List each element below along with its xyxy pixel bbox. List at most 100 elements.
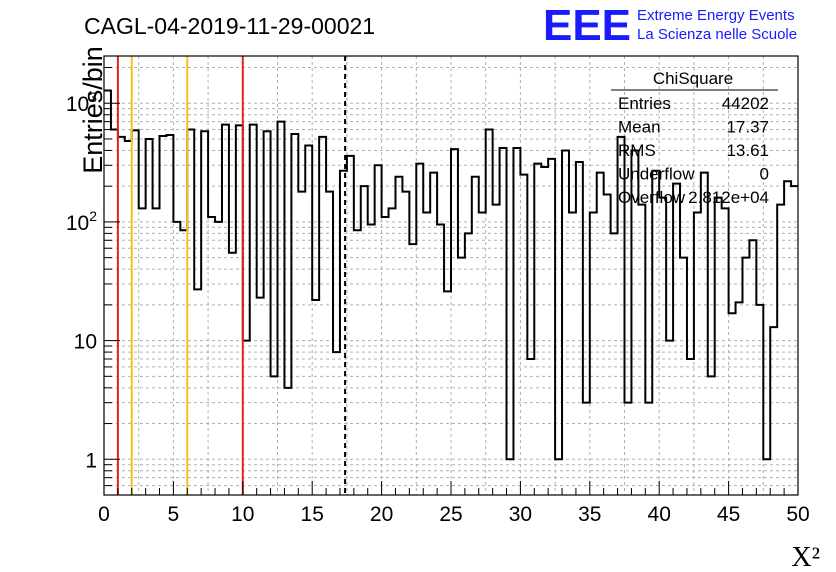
- histogram-bin: [465, 233, 472, 495]
- grid-lines: [104, 56, 798, 495]
- histogram-bin: [180, 230, 187, 495]
- histogram-bin: [395, 177, 402, 495]
- histogram-bin: [250, 125, 257, 495]
- histogram-bin: [472, 177, 479, 495]
- stats-box: ChiSquare Entries 44202 Mean 17.37 RMS 13.61 U…: [611, 69, 778, 207]
- histogram-bin: [229, 253, 236, 495]
- histogram-bin: [166, 135, 173, 495]
- histogram-bin: [548, 159, 555, 495]
- histogram-bin: [500, 148, 507, 495]
- x-axis-title: X²: [791, 542, 820, 572]
- eee-logo-line2: La Scienza nelle Scuole: [637, 26, 797, 43]
- histogram-bin: [604, 195, 611, 495]
- y-tick-labels: 1 10 102 103: [66, 89, 97, 472]
- eee-logo-text: EEE: [543, 1, 631, 50]
- histogram-bin: [451, 149, 458, 495]
- x-tick-label: 20: [370, 503, 393, 526]
- histogram-bin: [222, 125, 229, 495]
- x-tick-label: 10: [231, 503, 254, 526]
- histogram-bin: [534, 164, 541, 495]
- histogram-bin: [749, 240, 756, 495]
- histogram-bin: [416, 164, 423, 495]
- histogram-bin: [243, 341, 250, 495]
- histogram-bin: [132, 130, 139, 495]
- histogram-bin: [382, 217, 389, 495]
- histogram-bin: [513, 148, 520, 495]
- chart-title: CAGL-04-2019-11-29-00021: [84, 13, 375, 39]
- histogram-bin: [173, 222, 180, 495]
- histogram-bin: [368, 225, 375, 495]
- histogram-bin: [569, 213, 576, 495]
- histogram-bin: [291, 134, 298, 495]
- histogram-bin: [402, 192, 409, 495]
- histogram-bin: [645, 403, 652, 495]
- histogram-bin: [687, 359, 694, 495]
- eee-logo: EEE Extreme Energy Events La Scienza nel…: [543, 1, 797, 50]
- x-tick-label: 30: [509, 503, 532, 526]
- histogram-bin: [736, 302, 743, 495]
- histogram-outline: [104, 89, 798, 461]
- x-tick-labels: 0 5 10 15 20 25 30 35 40 45 50: [98, 503, 810, 526]
- histogram-bin: [611, 233, 618, 495]
- stats-value: 44202: [722, 94, 769, 113]
- histogram-bin: [541, 167, 548, 495]
- histogram-bin: [479, 213, 486, 495]
- histogram-bin: [187, 130, 194, 495]
- histogram-bin: [375, 165, 382, 495]
- y-axis-title: Entries/bin: [78, 46, 108, 174]
- stats-value: 2.812e+04: [688, 188, 769, 207]
- histogram-bin: [423, 213, 430, 495]
- histogram-bin: [652, 171, 659, 495]
- histogram-bin: [194, 289, 201, 495]
- histogram-bin: [756, 305, 763, 495]
- axis-ticks: [103, 67, 799, 495]
- x-tick-label: 15: [301, 503, 324, 526]
- x-tick-label: 50: [786, 503, 809, 526]
- stats-label: RMS: [618, 141, 656, 160]
- histogram-bin: [520, 175, 527, 495]
- histogram-bin: [576, 162, 583, 495]
- histogram-bin: [625, 403, 632, 495]
- histogram-bin: [437, 225, 444, 495]
- x-tick-label: 45: [717, 503, 740, 526]
- y-tick-label: 102: [66, 208, 97, 235]
- histogram-bin: [326, 192, 333, 495]
- stats-value: 0: [760, 165, 769, 184]
- threshold-lines: [116, 56, 347, 495]
- eee-logo-line1: Extreme Energy Events: [637, 7, 795, 24]
- stats-title: ChiSquare: [653, 69, 733, 88]
- x-tick-label: 25: [439, 503, 462, 526]
- histogram-bin: [208, 217, 215, 495]
- histogram-bin: [784, 181, 791, 495]
- stats-value: 17.37: [726, 118, 769, 137]
- histogram-bin: [284, 388, 291, 495]
- histogram-bin: [527, 359, 534, 495]
- stats-label: Overflow: [618, 188, 686, 207]
- histogram-bin: [583, 403, 590, 495]
- histogram-bin: [160, 136, 167, 495]
- histogram-bin: [319, 137, 326, 495]
- x-tick-label: 0: [98, 503, 110, 526]
- histogram-bin: [673, 184, 680, 495]
- histogram-bin: [146, 139, 153, 495]
- y-tick-label: 103: [66, 89, 97, 116]
- histogram-bin: [409, 244, 416, 495]
- histogram-bin: [312, 300, 319, 495]
- x-tick-label: 40: [648, 503, 671, 526]
- histogram-bin: [278, 122, 285, 495]
- histogram-bars: [104, 89, 798, 495]
- stats-label: Mean: [618, 118, 661, 137]
- histogram-bin: [215, 222, 222, 495]
- histogram-bin: [111, 130, 118, 495]
- y-tick-label: 10: [74, 331, 97, 354]
- stats-label: Entries: [618, 94, 671, 113]
- x-tick-label: 5: [168, 503, 180, 526]
- stats-label: Underflow: [618, 165, 695, 184]
- histogram-bin: [347, 156, 354, 495]
- histogram-bin: [597, 173, 604, 495]
- histogram-bin: [590, 213, 597, 495]
- histogram-bin: [430, 173, 437, 495]
- histogram-bin: [118, 137, 125, 495]
- histogram-bin: [694, 213, 701, 495]
